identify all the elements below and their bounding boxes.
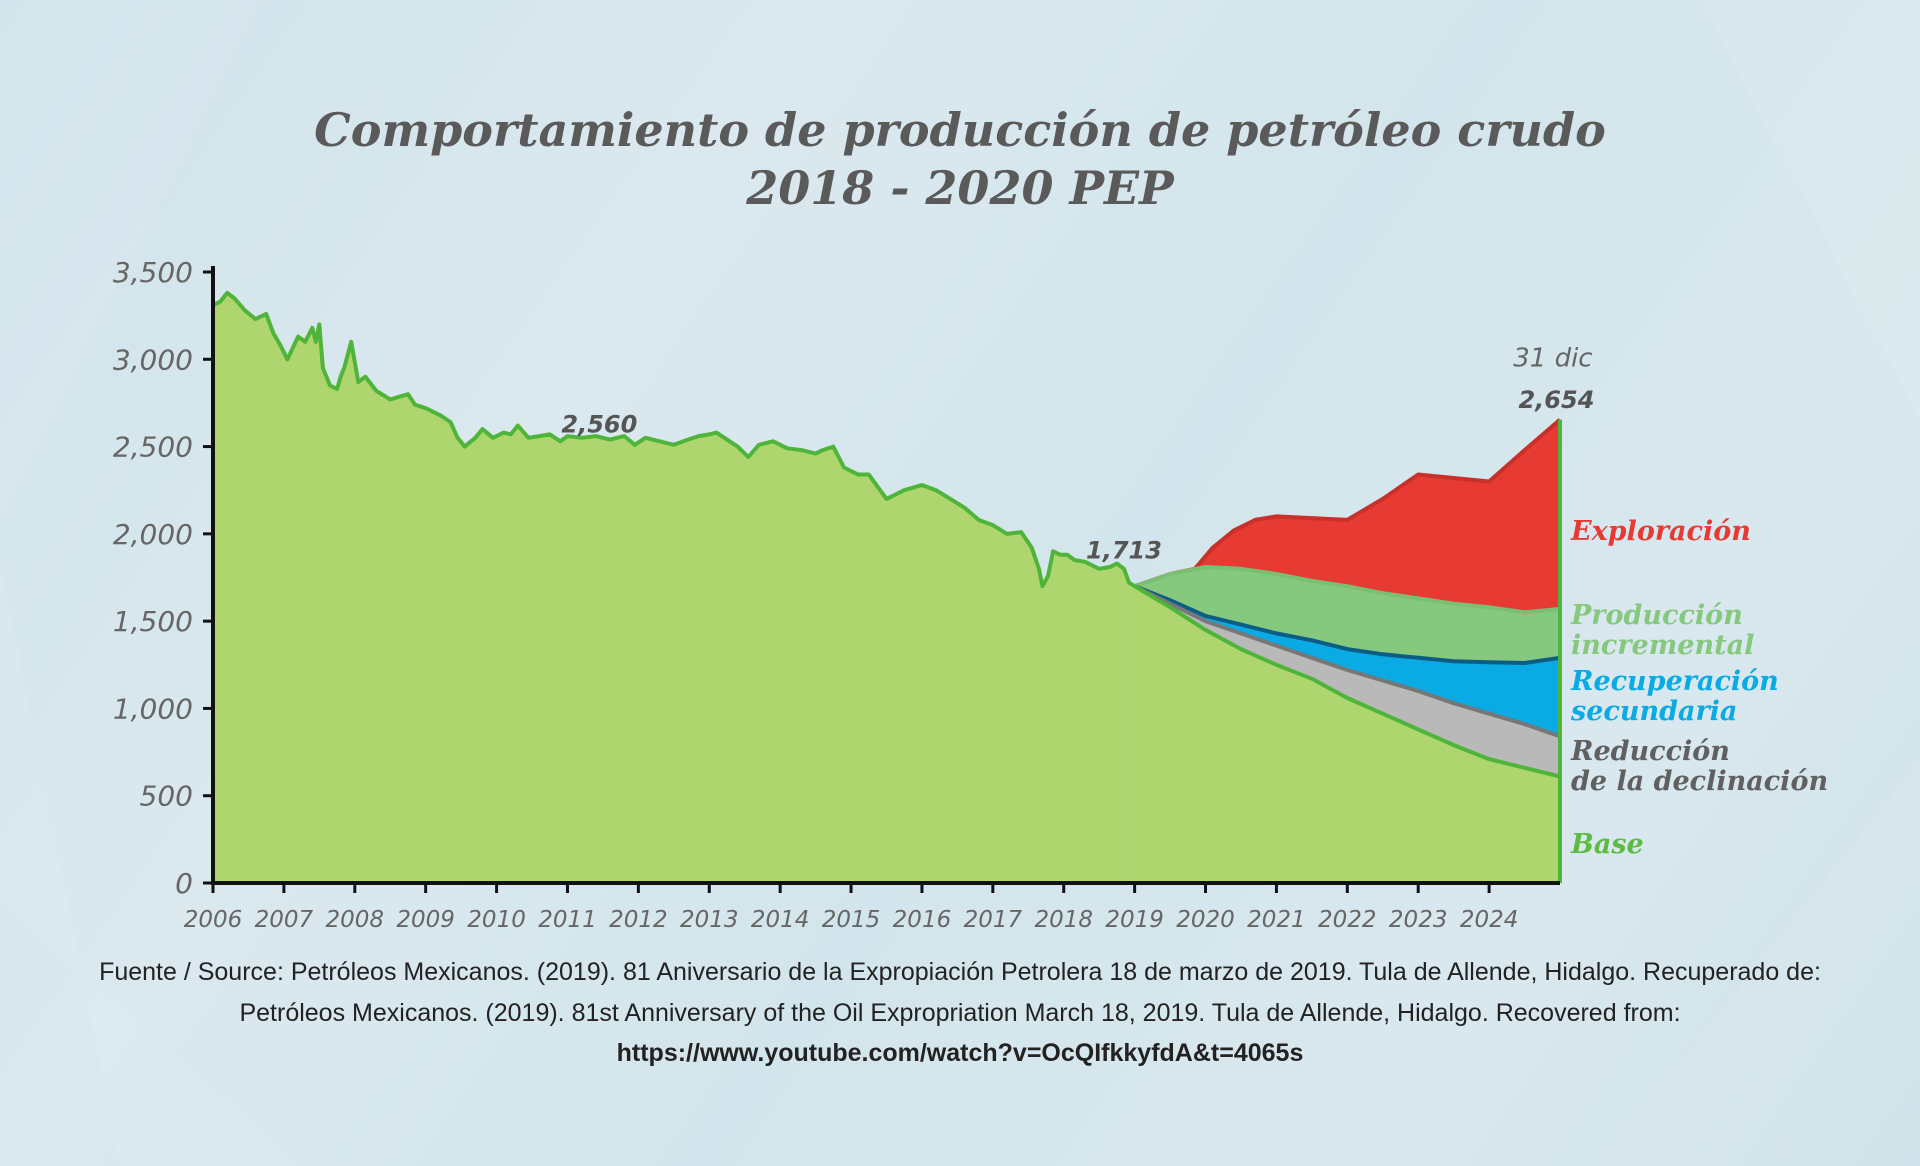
historical-line (212, 290, 1136, 589)
chart-title: Comportamiento de producción de petróleo… (314, 103, 1606, 157)
x-tick-label: 2007 (255, 907, 314, 933)
line-base (1133, 584, 1561, 779)
series-label: Reducción (1570, 736, 1730, 767)
source-line-1: Fuente / Source: Petróleos Mexicanos. (2… (99, 958, 1821, 986)
annotation-label: 1,713 (1086, 536, 1162, 564)
y-tick-label: 0 (175, 867, 193, 900)
annotation-label: 31 dic (1513, 343, 1592, 373)
chart-subtitle: 2018 - 2020 PEP (746, 161, 1174, 215)
chart-axes (211, 266, 1560, 885)
source-url[interactable]: https://www.youtube.com/watch?v=OcQIfkky… (616, 1039, 1304, 1067)
y-axis-ticks: 0 500 1,000 1,500 2,000 2,500 3,000 3,500 (113, 256, 213, 900)
historical-area (213, 292, 1135, 883)
area-base (1134, 586, 1560, 883)
chart-areas (212, 290, 1562, 883)
y-tick-label: 1,000 (113, 692, 193, 725)
x-tick-label: 2010 (467, 907, 526, 933)
x-tick-label: 2014 (751, 907, 810, 933)
y-tick-label: 3,500 (113, 256, 193, 289)
y-tick-label: 2,000 (113, 518, 193, 551)
annotation-label: 2,654 (1518, 386, 1594, 414)
series-label: incremental (1571, 630, 1754, 661)
x-tick-label: 2019 (1105, 907, 1164, 933)
y-tick-label: 2,500 (113, 431, 193, 464)
series-label: Recuperación (1570, 666, 1779, 697)
annotation-label: 2,560 (561, 411, 637, 439)
x-tick-label: 2015 (822, 907, 881, 933)
x-tick-label: 2006 (184, 907, 243, 933)
x-tick-label: 2009 (396, 907, 455, 933)
x-tick-label: 2022 (1318, 907, 1377, 933)
line-produccion-incremental (1133, 565, 1561, 615)
series-label: Base (1570, 829, 1644, 860)
x-tick-label: 2012 (609, 907, 668, 933)
source-line-2: Petróleos Mexicanos. (2019). 81st Annive… (239, 999, 1681, 1027)
x-tick-label: 2020 (1176, 907, 1235, 933)
line-reduccion-de-la-declinacion (1133, 584, 1561, 739)
series-label: de la declinación (1571, 766, 1828, 797)
x-tick-label: 2017 (964, 907, 1023, 933)
x-tick-label: 2011 (538, 907, 597, 933)
line-recuperacion-secundaria (1133, 584, 1561, 665)
x-tick-label: 2016 (893, 907, 952, 933)
y-tick-label: 1,500 (113, 605, 193, 638)
y-tick-label: 500 (140, 780, 193, 813)
series-label: Producción (1570, 600, 1743, 631)
x-tick-label: 2024 (1460, 907, 1519, 933)
series-label: Exploración (1570, 516, 1751, 547)
x-tick-label: 2021 (1247, 907, 1306, 933)
x-tick-label: 2023 (1389, 907, 1448, 933)
chart-annotations: 2,560 1,713 31 dic 2,654 (561, 343, 1594, 564)
line-exploracion (1133, 418, 1562, 589)
x-axis-ticks: 2006 2007 2008 2009 2010 2011 2012 2013 2014 2015… (184, 883, 1519, 933)
y-tick-label: 3,000 (113, 343, 193, 376)
x-tick-label: 2013 (680, 907, 739, 933)
x-tick-label: 2008 (326, 907, 385, 933)
x-tick-label: 2018 (1034, 907, 1093, 933)
series-label: secundaria (1570, 696, 1737, 727)
